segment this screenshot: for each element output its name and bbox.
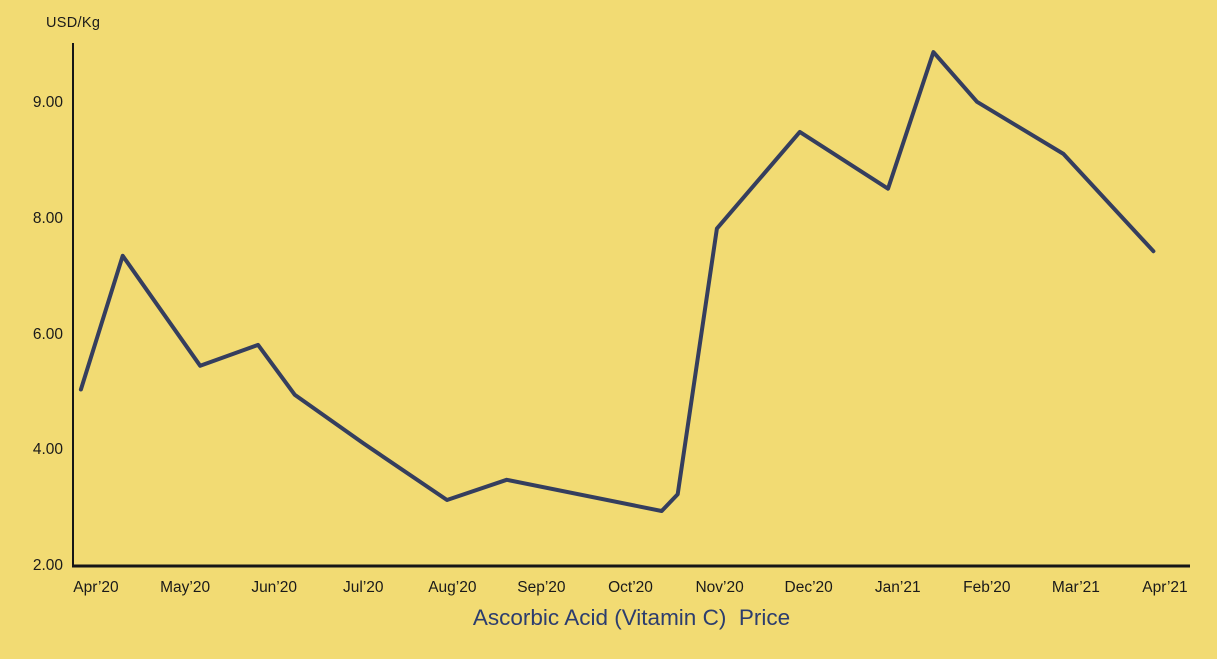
x-tick-label: Jan’21 (874, 579, 921, 596)
y-tick-label: 9.00 (32, 94, 63, 111)
x-tick-label: Apr’20 (73, 579, 119, 596)
y-tick-label: 8.00 (32, 209, 63, 227)
x-tick-label: Mar’21 (1051, 579, 1100, 596)
price-line-series (78, 50, 1156, 513)
y-tick-label: 6.00 (32, 325, 63, 343)
x-tick-label: Jul’20 (343, 579, 384, 596)
x-tick-label: Oct’20 (608, 579, 653, 596)
x-tick-label: Feb’20 (963, 579, 1011, 596)
x-tick-label: Apr’21 (1142, 579, 1188, 596)
y-tick-label: 4.00 (32, 441, 63, 459)
y-axis-unit-label: USD/Kg (46, 15, 101, 31)
x-tick-label: Jun’20 (251, 579, 297, 596)
x-tick-label: May’20 (160, 579, 211, 596)
y-tick-label: 2.00 (32, 557, 63, 574)
x-tick-label: Sep’20 (517, 579, 566, 596)
x-tick-label: Nov’20 (695, 579, 744, 596)
x-tick-label: Dec’20 (784, 579, 833, 596)
x-tick-label: Aug’20 (428, 579, 477, 596)
chart-title: Ascorbic Acid (Vitamin C) Price (472, 605, 791, 630)
